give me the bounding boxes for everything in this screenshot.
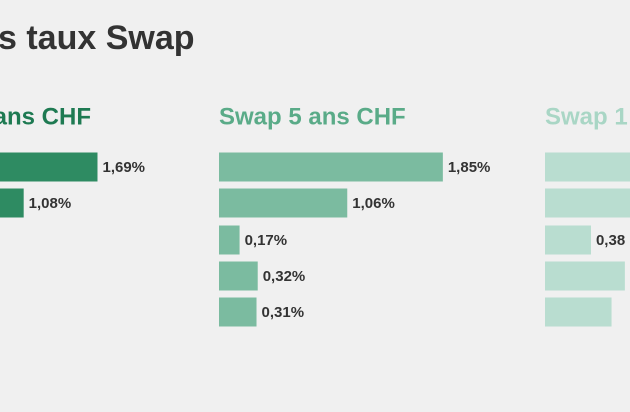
value-label: 1,06% bbox=[352, 195, 395, 212]
bar bbox=[545, 297, 612, 327]
bar bbox=[545, 188, 630, 218]
bar bbox=[0, 152, 98, 182]
panel-title: Swap 1 bbox=[545, 103, 628, 130]
bar bbox=[219, 261, 258, 291]
bar bbox=[219, 225, 240, 255]
value-label: 0,38 bbox=[596, 232, 625, 249]
value-label: 1,85% bbox=[448, 159, 491, 176]
value-label: 0,32% bbox=[263, 268, 306, 285]
bar bbox=[219, 188, 348, 218]
bar bbox=[0, 188, 24, 218]
bar bbox=[219, 152, 443, 182]
panel-title: ans CHF bbox=[0, 103, 91, 130]
bar bbox=[219, 297, 257, 327]
value-label: 0,31% bbox=[262, 304, 305, 321]
page-title: s taux Swap bbox=[0, 19, 195, 57]
bar bbox=[545, 152, 630, 182]
value-label: 1,69% bbox=[102, 159, 145, 176]
value-label: 1,08% bbox=[29, 195, 72, 212]
panel-title: Swap 5 ans CHF bbox=[219, 103, 406, 130]
bar bbox=[545, 261, 625, 291]
value-label: 0,17% bbox=[245, 232, 288, 249]
bar bbox=[545, 225, 591, 255]
